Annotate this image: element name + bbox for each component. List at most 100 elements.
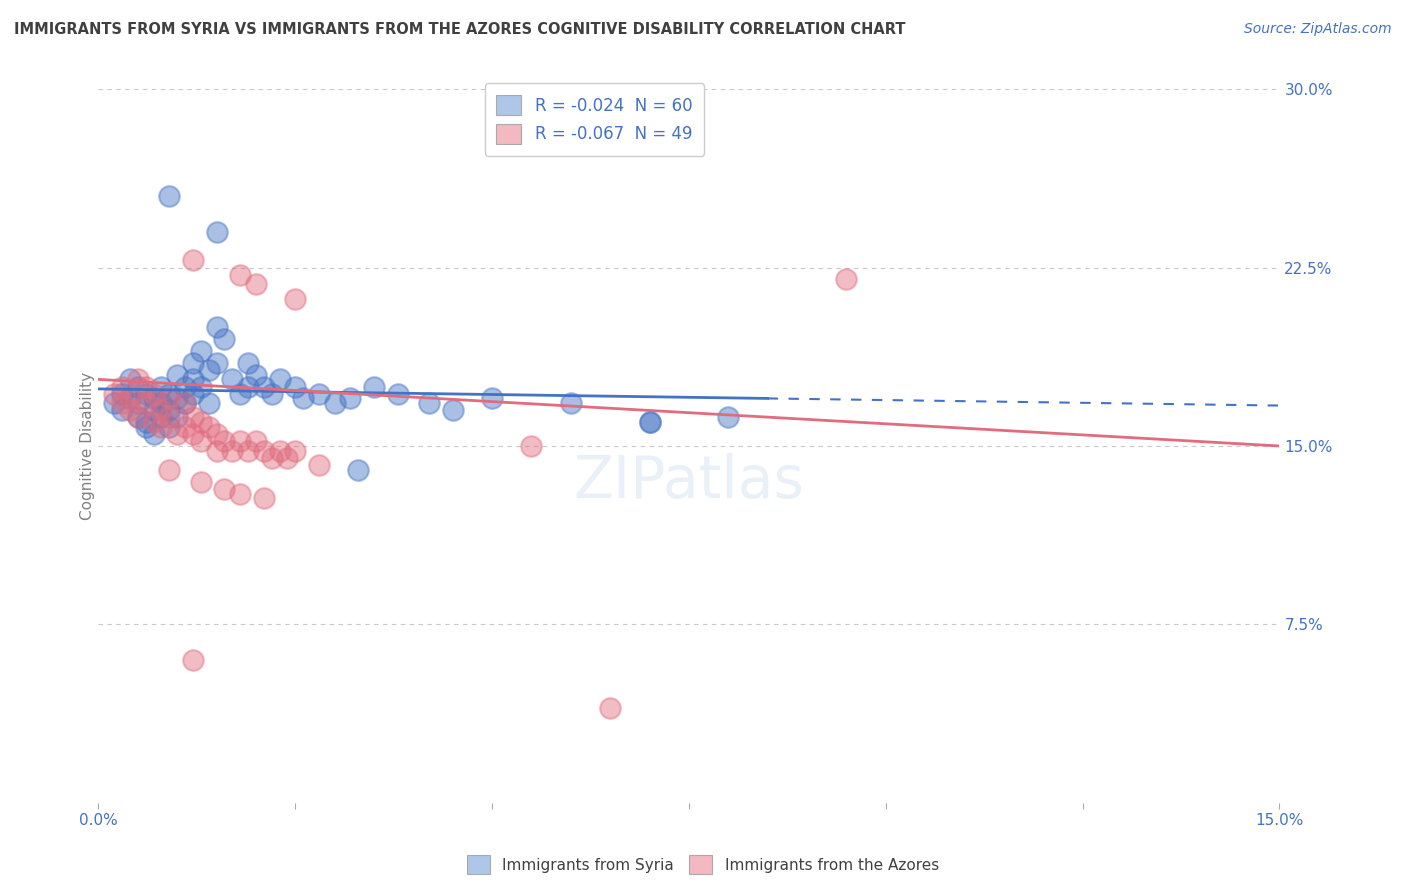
Point <box>190 475 212 489</box>
Point <box>214 434 236 449</box>
Point <box>142 386 165 401</box>
Point <box>111 403 134 417</box>
Point <box>135 396 157 410</box>
Point <box>142 403 165 417</box>
Point <box>229 486 252 500</box>
Point <box>103 396 125 410</box>
Point <box>205 356 228 370</box>
Point <box>214 482 236 496</box>
Point <box>181 372 204 386</box>
Point <box>127 396 149 410</box>
Point <box>190 434 212 449</box>
Point <box>157 403 180 417</box>
Point <box>150 420 173 434</box>
Point <box>229 434 252 449</box>
Point <box>135 415 157 429</box>
Point <box>638 415 661 429</box>
Point <box>181 356 204 370</box>
Point <box>190 343 212 358</box>
Point <box>150 379 173 393</box>
Point <box>205 427 228 442</box>
Point <box>236 356 259 370</box>
Point <box>260 386 283 401</box>
Point <box>142 415 165 429</box>
Point <box>166 368 188 382</box>
Point <box>308 386 330 401</box>
Point <box>387 386 409 401</box>
Point <box>599 700 621 714</box>
Point <box>127 379 149 393</box>
Point <box>560 396 582 410</box>
Point <box>323 396 346 410</box>
Point <box>236 379 259 393</box>
Point <box>118 403 141 417</box>
Point <box>157 463 180 477</box>
Legend: R = -0.024  N = 60, R = -0.067  N = 49: R = -0.024 N = 60, R = -0.067 N = 49 <box>485 83 704 155</box>
Point <box>269 372 291 386</box>
Point <box>174 379 197 393</box>
Point <box>150 410 173 425</box>
Y-axis label: Cognitive Disability: Cognitive Disability <box>80 372 94 520</box>
Point <box>481 392 503 406</box>
Point <box>284 292 307 306</box>
Point <box>135 386 157 401</box>
Point <box>441 403 464 417</box>
Point <box>347 463 370 477</box>
Point <box>253 491 276 506</box>
Point <box>245 434 267 449</box>
Text: IMMIGRANTS FROM SYRIA VS IMMIGRANTS FROM THE AZORES COGNITIVE DISABILITY CORRELA: IMMIGRANTS FROM SYRIA VS IMMIGRANTS FROM… <box>14 22 905 37</box>
Point <box>157 392 180 406</box>
Point <box>221 372 243 386</box>
Point <box>150 396 173 410</box>
Point <box>118 372 141 386</box>
Point <box>166 392 188 406</box>
Point <box>835 272 858 286</box>
Point <box>269 443 291 458</box>
Point <box>157 386 180 401</box>
Point <box>418 396 440 410</box>
Point <box>181 653 204 667</box>
Point <box>221 443 243 458</box>
Point <box>127 410 149 425</box>
Point <box>308 458 330 472</box>
Point <box>142 392 165 406</box>
Point <box>174 420 197 434</box>
Point <box>166 410 188 425</box>
Point <box>111 386 134 401</box>
Point <box>181 386 204 401</box>
Point <box>157 420 180 434</box>
Point <box>260 450 283 465</box>
Point <box>339 392 361 406</box>
Point <box>717 410 740 425</box>
Point <box>157 189 180 203</box>
Point <box>166 427 188 442</box>
Point <box>520 439 543 453</box>
Point <box>135 420 157 434</box>
Text: Source: ZipAtlas.com: Source: ZipAtlas.com <box>1244 22 1392 37</box>
Point <box>150 403 173 417</box>
Point <box>229 386 252 401</box>
Point <box>127 372 149 386</box>
Point <box>229 268 252 282</box>
Point <box>127 410 149 425</box>
Point <box>205 225 228 239</box>
Point <box>284 443 307 458</box>
Point <box>284 379 307 393</box>
Point <box>174 396 197 410</box>
Point <box>205 443 228 458</box>
Text: ZIPatlas: ZIPatlas <box>574 453 804 510</box>
Point <box>181 427 204 442</box>
Point <box>205 320 228 334</box>
Point <box>111 379 134 393</box>
Point <box>276 450 298 465</box>
Point <box>253 379 276 393</box>
Point <box>197 396 219 410</box>
Point <box>253 443 276 458</box>
Point <box>111 396 134 410</box>
Point <box>363 379 385 393</box>
Legend: Immigrants from Syria, Immigrants from the Azores: Immigrants from Syria, Immigrants from t… <box>461 849 945 880</box>
Point <box>236 443 259 458</box>
Point <box>181 253 204 268</box>
Point <box>135 379 157 393</box>
Point <box>245 368 267 382</box>
